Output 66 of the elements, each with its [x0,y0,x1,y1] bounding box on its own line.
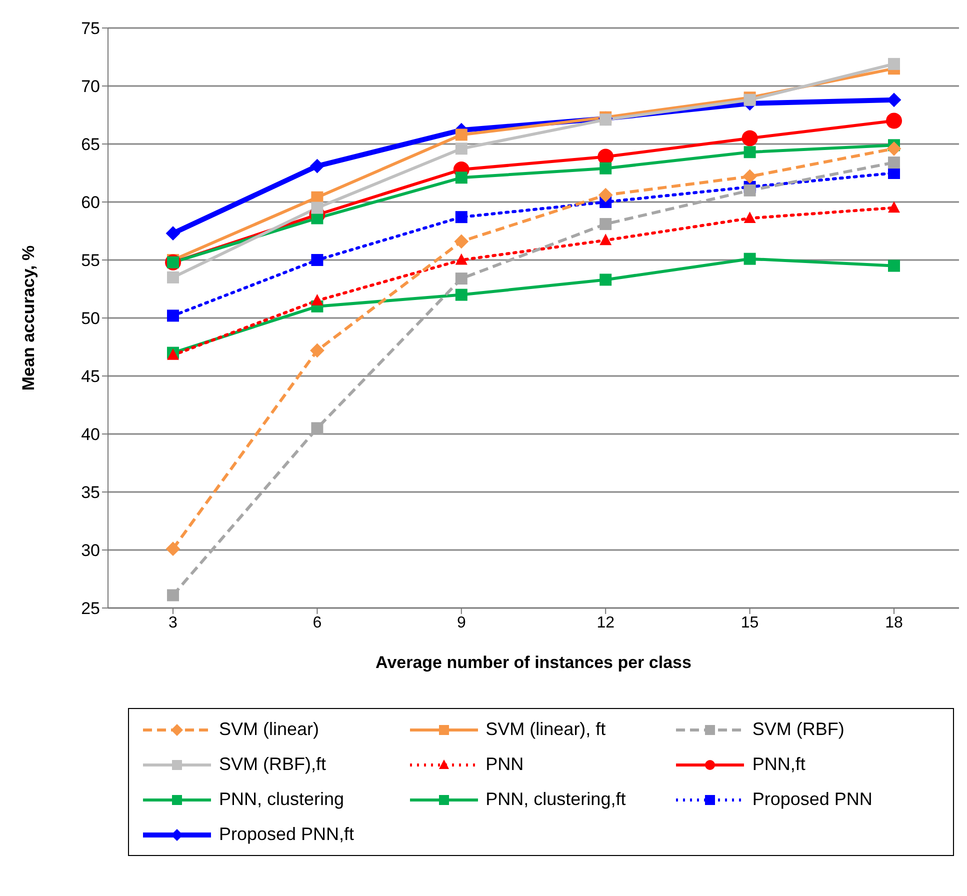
y-tick-label: 25 [81,599,100,618]
point [310,158,324,174]
point [455,288,468,301]
point [742,130,758,146]
point [886,112,902,129]
point [167,271,179,284]
x-axis-title: Average number of instances per class [376,653,692,672]
legend-label: PNN,ft [752,754,806,775]
y-tick-label: 70 [81,77,100,96]
point [600,162,612,174]
legend-label: SVM (linear), ft [486,719,606,740]
legend-label: Proposed PNN [752,789,872,810]
point [311,422,324,434]
point [742,169,757,184]
legend-label: SVM (RBF) [752,719,844,740]
point [455,211,468,224]
point [454,234,469,249]
point [888,156,900,169]
x-tick-label: 6 [312,614,322,632]
point [744,212,756,224]
y-tick-label: 60 [81,193,100,212]
point [744,252,756,265]
legend-label: SVM (RBF),ft [219,754,326,775]
point [455,172,468,184]
x-tick-label: 12 [596,614,615,632]
y-tick-label: 45 [81,367,100,386]
point [888,201,900,213]
legend-label: PNN, clustering,ft [486,789,626,810]
point [310,343,324,358]
point [167,589,179,602]
point [455,142,468,155]
point [600,114,612,126]
y-tick-label: 30 [81,541,100,560]
y-tick-label: 35 [81,483,100,502]
point [166,226,180,241]
point [888,260,900,272]
point [744,184,756,196]
legend-label: Proposed PNN,ft [219,824,354,845]
point [311,294,324,306]
x-tick-label: 9 [456,614,466,632]
point [600,218,612,230]
legend-label: SVM (linear) [219,719,320,740]
x-tick-label: 18 [885,614,903,632]
point [744,146,756,158]
point [455,253,468,265]
x-tick-label: 15 [740,614,759,632]
point [600,274,612,286]
y-tick-label: 40 [81,425,100,444]
x-tick-label: 3 [168,614,178,632]
point [886,141,902,156]
point [311,254,324,266]
legend-label: PNN [486,754,524,775]
point [455,128,468,141]
y-tick-label: 50 [81,309,100,328]
y-tick-label: 65 [81,135,100,154]
y-tick-label: 75 [81,19,100,38]
point [166,542,180,556]
point [455,272,468,285]
y-tick-label: 55 [81,251,100,270]
point [598,188,613,202]
point [311,202,324,214]
point [600,234,612,246]
y-axis-title: Mean accuracy, % [19,245,38,391]
legend-label: PNN, clustering [219,789,344,810]
point [888,58,900,70]
point [167,310,179,322]
